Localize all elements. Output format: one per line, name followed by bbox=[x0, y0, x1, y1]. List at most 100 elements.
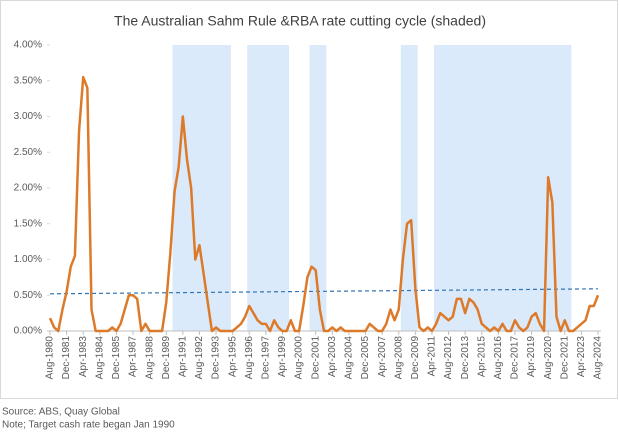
shade-bar bbox=[309, 45, 314, 331]
x-tick-label: Apr-1983 bbox=[78, 336, 89, 378]
shade-bar bbox=[458, 45, 464, 331]
y-tick-label: 4.00% bbox=[14, 40, 42, 51]
shade-bar bbox=[201, 45, 206, 331]
x-tick-label: Aug-2024 bbox=[593, 336, 604, 380]
x-tick-label: Dec-1989 bbox=[161, 336, 172, 380]
x-tick-label: Apr-1987 bbox=[128, 336, 139, 378]
x-tick-label: Dec-2017 bbox=[510, 336, 521, 380]
shade-bar bbox=[475, 45, 480, 331]
x-tick-label: Dec-2005 bbox=[360, 336, 371, 380]
source-note: Source: ABS, Quay Global bbox=[2, 407, 120, 418]
shade-bar bbox=[280, 45, 285, 331]
shade-bar bbox=[284, 45, 290, 331]
x-tick-label: Aug-2000 bbox=[294, 336, 305, 380]
shade-bar bbox=[409, 45, 414, 331]
y-tick-label: 0.00% bbox=[14, 326, 42, 337]
x-tick-label: Dec-1981 bbox=[61, 336, 72, 380]
x-tick-label: Aug-2004 bbox=[344, 336, 355, 380]
y-tick-label: 1.00% bbox=[14, 254, 42, 265]
shade-bar bbox=[471, 45, 476, 331]
x-tick-label: Apr-2011 bbox=[427, 336, 438, 377]
x-tick-label: Aug-2020 bbox=[543, 336, 554, 380]
x-tick-label: Apr-2019 bbox=[526, 336, 537, 378]
shade-bar bbox=[517, 45, 522, 331]
y-tick-label: 1.50% bbox=[14, 218, 42, 229]
x-tick-label: Dec-1985 bbox=[111, 336, 122, 380]
shade-bar bbox=[321, 45, 327, 331]
x-tick-label: Apr-1991 bbox=[177, 336, 188, 378]
shade-bar bbox=[541, 45, 547, 331]
shade-bar bbox=[492, 45, 497, 331]
shade-bar bbox=[184, 45, 190, 331]
shade-bar bbox=[213, 45, 219, 331]
shade-bar bbox=[450, 45, 456, 331]
x-tick-label: Aug-1980 bbox=[45, 336, 56, 380]
x-tick-label: Apr-2015 bbox=[476, 336, 487, 378]
shade-bar bbox=[176, 45, 182, 331]
chart-title: The Australian Sahm Rule &RBA rate cutti… bbox=[114, 13, 486, 29]
x-tick-label: Aug-1996 bbox=[244, 336, 255, 380]
x-tick-label: Aug-2012 bbox=[443, 336, 454, 380]
shade-bar bbox=[317, 45, 323, 331]
x-tick-label: Aug-1988 bbox=[144, 336, 155, 380]
shade-bar bbox=[267, 45, 273, 331]
x-tick-label: Dec-1997 bbox=[261, 336, 272, 380]
shade-bar bbox=[500, 45, 505, 331]
shade-bar bbox=[554, 45, 559, 331]
shade-bar bbox=[566, 45, 572, 331]
shade-bar bbox=[512, 45, 518, 331]
shade-bar bbox=[442, 45, 447, 331]
shade-bar bbox=[276, 45, 281, 331]
y-tick-label: 2.50% bbox=[14, 147, 42, 158]
shade-bar bbox=[558, 45, 564, 331]
data-line bbox=[48, 75, 600, 333]
x-tick-label: Dec-2013 bbox=[460, 336, 471, 380]
shade-bar bbox=[525, 45, 530, 331]
shade-bar bbox=[504, 45, 510, 331]
note: Note; Target cash rate began Jan 1990 bbox=[2, 420, 175, 431]
shade-bar bbox=[487, 45, 493, 331]
shade-bar bbox=[446, 45, 451, 331]
shade-bar bbox=[263, 45, 269, 331]
shade-bar bbox=[467, 45, 472, 331]
x-tick-label: Dec-2001 bbox=[310, 336, 321, 380]
y-tick-label: 0.50% bbox=[14, 290, 42, 301]
shade-bar bbox=[251, 45, 256, 331]
x-tick-label: Dec-2021 bbox=[559, 336, 570, 380]
shade-bar bbox=[313, 45, 319, 331]
y-tick-label: 2.00% bbox=[14, 183, 42, 194]
x-tick-label: Apr-1995 bbox=[227, 336, 238, 378]
shade-bar bbox=[434, 45, 439, 331]
shade-bar bbox=[413, 45, 418, 331]
shade-bar bbox=[180, 45, 186, 331]
shade-bar bbox=[247, 45, 252, 331]
shade-bar bbox=[508, 45, 514, 331]
y-tick-label: 3.00% bbox=[14, 111, 42, 122]
shade-bar bbox=[255, 45, 260, 331]
shade-bar bbox=[533, 45, 539, 331]
shade-bar bbox=[218, 45, 223, 331]
x-tick-label: Dec-1993 bbox=[211, 336, 222, 380]
y-tick-label: 3.50% bbox=[14, 75, 42, 86]
x-tick-label: Dec-2009 bbox=[410, 336, 421, 380]
x-tick-label: Apr-2007 bbox=[377, 336, 388, 378]
shade-bar bbox=[537, 45, 543, 331]
shade-bar bbox=[550, 45, 555, 331]
shade-bar bbox=[496, 45, 501, 331]
shade-bar bbox=[259, 45, 265, 331]
shade-bar bbox=[226, 45, 231, 331]
shade-bar bbox=[479, 45, 485, 331]
x-tick-label: Aug-2016 bbox=[493, 336, 504, 380]
shade-bar bbox=[562, 45, 568, 331]
x-tick-label: Apr-1999 bbox=[277, 336, 288, 378]
x-tick-label: Apr-2023 bbox=[576, 336, 587, 378]
trend-line bbox=[49, 288, 599, 295]
shade-bar bbox=[209, 45, 215, 331]
shade-bar bbox=[400, 45, 406, 331]
shade-bar bbox=[454, 45, 460, 331]
shade-bar bbox=[404, 45, 410, 331]
shade-bar bbox=[272, 45, 277, 331]
x-tick-label: Aug-1992 bbox=[194, 336, 205, 380]
shade-bar bbox=[205, 45, 211, 331]
